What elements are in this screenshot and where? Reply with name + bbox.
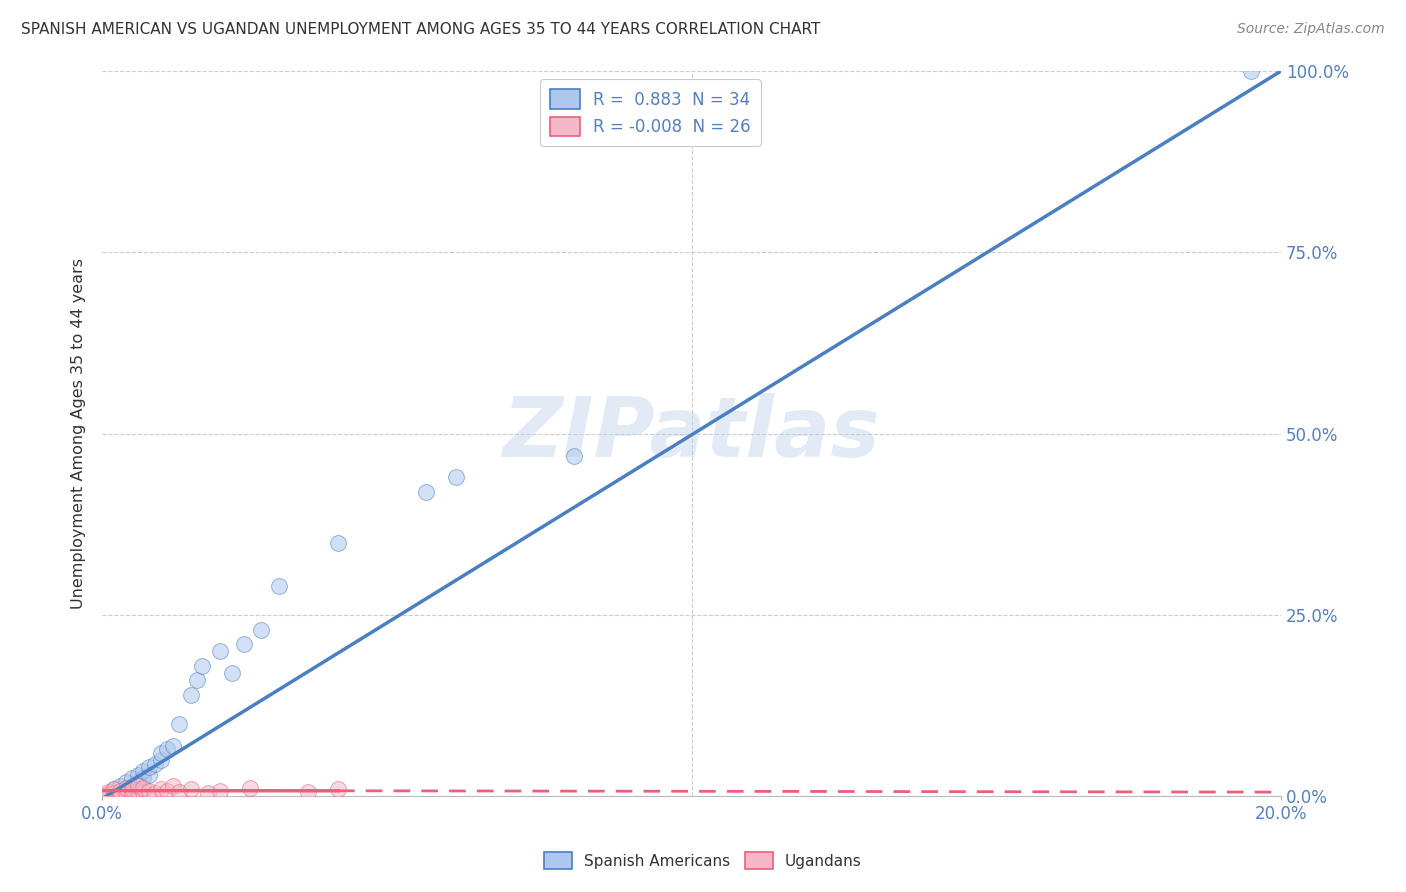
Point — [132, 764, 155, 778]
Point — [97, 787, 120, 801]
Point — [326, 782, 349, 797]
Point — [138, 767, 160, 781]
Text: SPANISH AMERICAN VS UGANDAN UNEMPLOYMENT AMONG AGES 35 TO 44 YEARS CORRELATION C: SPANISH AMERICAN VS UGANDAN UNEMPLOYMENT… — [21, 22, 821, 37]
Legend: R =  0.883  N = 34, R = -0.008  N = 26: R = 0.883 N = 34, R = -0.008 N = 26 — [540, 79, 761, 146]
Point — [103, 786, 125, 800]
Point — [250, 623, 273, 637]
Point — [197, 786, 219, 800]
Point — [121, 779, 143, 793]
Point — [121, 772, 143, 786]
Point — [156, 784, 179, 798]
Text: Source: ZipAtlas.com: Source: ZipAtlas.com — [1237, 22, 1385, 37]
Point — [108, 783, 131, 797]
Point — [97, 787, 120, 801]
Point — [132, 772, 155, 786]
Point — [103, 782, 125, 797]
Point — [132, 780, 155, 795]
Point — [186, 673, 208, 688]
Point — [114, 780, 136, 795]
Point — [143, 786, 166, 800]
Point — [150, 746, 173, 760]
Point — [238, 780, 260, 795]
Point — [150, 753, 173, 767]
Point — [326, 535, 349, 549]
Point — [444, 470, 467, 484]
Point — [267, 579, 290, 593]
Point — [143, 756, 166, 771]
Point — [103, 786, 125, 800]
Point — [209, 644, 232, 658]
Point — [138, 783, 160, 797]
Point — [127, 775, 149, 789]
Point — [562, 449, 585, 463]
Point — [114, 785, 136, 799]
Point — [114, 775, 136, 789]
Point — [127, 767, 149, 781]
Text: ZIPatlas: ZIPatlas — [503, 393, 880, 475]
Point — [415, 484, 437, 499]
Point — [180, 782, 202, 797]
Point — [150, 782, 173, 797]
Point — [127, 784, 149, 798]
Point — [156, 742, 179, 756]
Point — [97, 785, 120, 799]
Point — [132, 785, 155, 799]
Point — [108, 783, 131, 797]
Point — [191, 659, 214, 673]
Point — [138, 760, 160, 774]
Point — [221, 666, 243, 681]
Point — [232, 637, 254, 651]
Point — [127, 779, 149, 793]
Point — [108, 787, 131, 801]
Point — [180, 688, 202, 702]
Point — [114, 780, 136, 795]
Point — [167, 717, 190, 731]
Point — [103, 782, 125, 797]
Point — [121, 782, 143, 797]
Point — [121, 786, 143, 800]
Point — [162, 739, 184, 753]
Point — [162, 779, 184, 793]
Point — [209, 783, 232, 797]
Y-axis label: Unemployment Among Ages 35 to 44 years: Unemployment Among Ages 35 to 44 years — [72, 259, 86, 609]
Legend: Spanish Americans, Ugandans: Spanish Americans, Ugandans — [538, 846, 868, 875]
Point — [1240, 64, 1263, 78]
Point — [108, 779, 131, 793]
Point — [167, 785, 190, 799]
Point — [297, 785, 319, 799]
